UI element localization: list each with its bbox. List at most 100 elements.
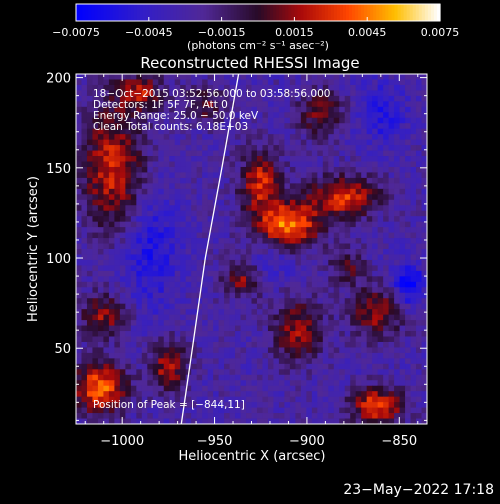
heatmap-cell: [405, 95, 411, 102]
heatmap-cell: [372, 199, 379, 206]
heatmap-cell: [108, 363, 115, 370]
heatmap-cell: [174, 259, 181, 266]
heatmap-cell: [306, 281, 313, 288]
heatmap-cell: [191, 227, 198, 233]
heatmap-cell: [207, 396, 214, 403]
heatmap-cell: [361, 139, 368, 146]
heatmap-cell: [289, 79, 296, 86]
heatmap-cell: [273, 161, 280, 168]
heatmap-cell: [317, 112, 324, 119]
heatmap-cell: [246, 128, 252, 135]
heatmap-cell: [103, 347, 110, 354]
heatmap-cell: [141, 298, 148, 305]
heatmap-cell: [86, 270, 93, 277]
heatmap-cell: [158, 341, 165, 348]
heatmap-cell: [328, 303, 335, 310]
heatmap-cell: [262, 84, 269, 91]
heatmap-cell: [163, 352, 170, 359]
heatmap-cell: [114, 336, 121, 343]
heatmap-cell: [344, 341, 351, 348]
heatmap-cell: [152, 391, 159, 398]
heatmap-cell: [295, 385, 302, 392]
heatmap-cell: [300, 259, 307, 266]
heatmap-cell: [130, 106, 137, 113]
heatmap-cell: [355, 123, 362, 130]
heatmap-cell: [328, 216, 335, 223]
heatmap-cell: [114, 331, 121, 337]
heatmap-cell: [350, 325, 357, 332]
heatmap-cell: [339, 287, 346, 294]
heatmap-cell: [344, 106, 351, 113]
heatmap-cell: [207, 150, 214, 157]
heatmap-cell: [267, 309, 274, 316]
heatmap-cell: [218, 172, 225, 179]
heatmap-cell: [97, 281, 104, 288]
heatmap-cell: [169, 123, 176, 130]
heatmap-cell: [103, 341, 110, 348]
heatmap-cell: [262, 161, 269, 168]
heatmap-cell: [136, 166, 143, 173]
heatmap-cell: [361, 254, 368, 261]
heatmap-cell: [278, 347, 285, 354]
heatmap-cell: [388, 292, 395, 299]
heatmap-cell: [196, 303, 203, 310]
heatmap-cell: [141, 358, 148, 365]
heatmap-cell: [97, 303, 104, 310]
heatmap-cell: [235, 347, 241, 354]
colorbar-segment: [276, 4, 280, 21]
heatmap-cell: [328, 205, 335, 212]
heatmap-cell: [355, 341, 362, 348]
heatmap-cell: [130, 216, 137, 223]
heatmap-cell: [344, 352, 351, 359]
heatmap-cell: [355, 309, 362, 316]
heatmap-cell: [76, 123, 82, 130]
heatmap-cell: [251, 347, 258, 354]
heatmap-cell: [267, 336, 274, 343]
heatmap-cell: [267, 205, 274, 212]
heatmap-cell: [372, 95, 379, 102]
heatmap-cell: [361, 117, 368, 124]
heatmap-cell: [125, 341, 132, 348]
heatmap-cell: [125, 227, 132, 233]
heatmap-cell: [130, 139, 137, 146]
heatmap-cell: [295, 249, 302, 255]
heatmap-cell: [218, 199, 225, 206]
heatmap-cell: [229, 95, 236, 102]
heatmap-cell: [421, 391, 428, 398]
heatmap-cell: [278, 298, 285, 305]
heatmap-cell: [262, 270, 269, 277]
heatmap-cell: [136, 238, 143, 244]
heatmap-cell: [163, 413, 170, 419]
heatmap-cell: [300, 391, 307, 398]
heatmap-cell: [229, 380, 236, 387]
heatmap-cell: [158, 232, 165, 239]
y-tick-label: 200: [46, 72, 71, 87]
heatmap-cell: [344, 276, 351, 283]
heatmap-cell: [383, 177, 390, 184]
heatmap-cell: [289, 352, 296, 359]
heatmap-cell: [284, 254, 291, 261]
heatmap-cell: [300, 243, 307, 250]
heatmap-cell: [240, 298, 247, 305]
heatmap-cell: [295, 352, 302, 359]
heatmap-cell: [295, 331, 302, 337]
heatmap-cell: [246, 194, 252, 201]
heatmap-cell: [322, 369, 329, 376]
heatmap-cell: [410, 177, 417, 184]
heatmap-cell: [355, 325, 362, 332]
heatmap-cell: [344, 156, 351, 162]
heatmap-cell: [114, 117, 121, 124]
heatmap-cell: [372, 347, 379, 354]
heatmap-cell: [125, 270, 132, 277]
heatmap-cell: [191, 172, 198, 179]
heatmap-cell: [174, 391, 181, 398]
heatmap-cell: [81, 166, 88, 173]
heatmap-cell: [267, 232, 274, 239]
heatmap-cell: [235, 117, 241, 124]
heatmap-cell: [97, 336, 104, 343]
colorbar-segment: [270, 4, 274, 21]
heatmap-cell: [108, 331, 115, 337]
heatmap-cell: [251, 259, 258, 266]
heatmap-cell: [92, 254, 99, 261]
heatmap-cell: [207, 134, 214, 141]
